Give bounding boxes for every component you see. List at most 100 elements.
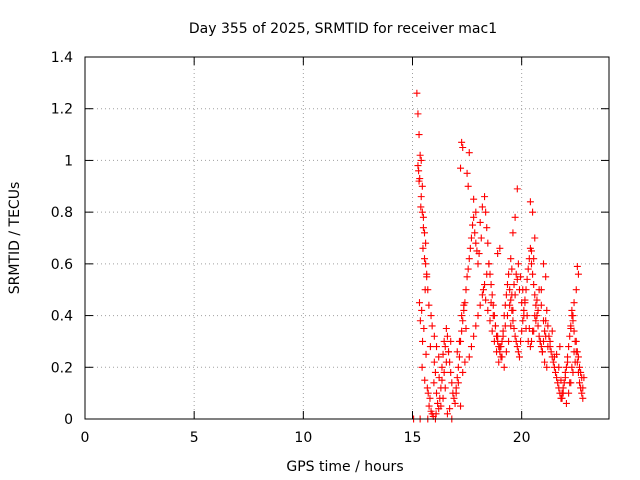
data-point	[483, 270, 491, 278]
data-point	[467, 343, 475, 351]
data-point	[430, 379, 438, 387]
data-point	[555, 363, 563, 371]
data-point	[502, 348, 510, 356]
data-point	[567, 379, 575, 387]
y-tick-labels: 0 0.2 0.4 0.6 0.8 1 1.2 1.4	[51, 50, 73, 428]
data-point	[507, 255, 515, 263]
data-point	[457, 402, 465, 410]
data-point	[463, 169, 471, 177]
data-point	[421, 376, 429, 384]
data-point	[526, 198, 534, 206]
data-point	[481, 281, 489, 289]
data-point	[474, 260, 482, 268]
data-point	[511, 213, 519, 221]
data-point	[527, 247, 535, 255]
data-point	[510, 281, 518, 289]
data-point	[425, 402, 433, 410]
data-point	[447, 337, 455, 345]
data-point	[572, 337, 580, 345]
data-point	[573, 262, 581, 270]
y-tick-label: 0.2	[51, 360, 73, 376]
data-point	[478, 291, 486, 299]
data-point	[417, 203, 425, 211]
axis-ticks	[84, 56, 609, 420]
data-point	[488, 327, 496, 335]
data-point	[505, 270, 513, 278]
data-point	[574, 270, 582, 278]
data-point	[424, 286, 432, 294]
data-point	[531, 291, 539, 299]
data-point	[417, 156, 425, 164]
y-tick-label: 0.4	[51, 309, 73, 325]
data-point	[440, 337, 448, 345]
data-point	[519, 317, 527, 325]
y-tick-label: 1	[64, 153, 73, 169]
data-point	[523, 275, 531, 283]
data-point	[529, 270, 537, 278]
data-point	[423, 270, 431, 278]
data-point	[416, 151, 424, 159]
data-point	[508, 291, 516, 299]
data-point	[419, 244, 427, 252]
data-point	[465, 353, 473, 361]
data-point	[458, 138, 466, 146]
data-point	[507, 296, 515, 304]
data-point	[430, 358, 438, 366]
data-point	[518, 327, 526, 335]
data-point	[496, 244, 504, 252]
data-point	[413, 89, 421, 97]
data-point	[414, 162, 422, 170]
data-point	[455, 337, 463, 345]
data-point	[471, 229, 479, 237]
data-point	[514, 260, 522, 268]
data-point	[466, 244, 474, 252]
data-point	[573, 348, 581, 356]
data-point	[576, 363, 584, 371]
data-point	[509, 229, 517, 237]
data-point	[475, 250, 483, 258]
data-point	[505, 337, 513, 345]
data-point	[479, 286, 487, 294]
data-point	[579, 384, 587, 392]
data-point	[462, 325, 470, 332]
data-point	[535, 286, 543, 294]
data-point	[534, 306, 542, 314]
data-point	[421, 255, 429, 263]
data-point	[419, 213, 427, 221]
data-point	[462, 286, 470, 294]
data-point	[483, 224, 491, 232]
data-point	[465, 255, 473, 263]
data-point	[454, 379, 462, 387]
data-point	[459, 317, 467, 325]
plot-frame	[84, 56, 610, 420]
data-point	[541, 327, 549, 335]
data-point	[459, 144, 467, 151]
data-point	[567, 325, 575, 332]
data-point	[438, 363, 446, 371]
data-point	[578, 389, 586, 397]
data-point	[523, 312, 531, 320]
data-point	[452, 389, 460, 397]
data-point	[553, 374, 561, 382]
data-point	[488, 291, 496, 299]
x-tick-label: 5	[190, 430, 199, 446]
data-point	[538, 348, 546, 356]
x-tick-label: 10	[294, 430, 312, 446]
data-point	[472, 239, 480, 247]
data-point	[537, 301, 545, 309]
data-point	[497, 343, 505, 351]
data-point	[543, 306, 551, 314]
data-point	[530, 255, 538, 263]
data-point	[439, 394, 447, 402]
data-point	[461, 358, 469, 366]
grid-lines	[85, 57, 609, 419]
data-point	[540, 260, 547, 268]
data-point	[530, 327, 538, 335]
data-point	[421, 229, 429, 237]
data-point	[415, 177, 423, 185]
data-point	[465, 149, 473, 157]
data-point	[544, 343, 552, 351]
y-tick-label: 0	[64, 412, 73, 428]
data-point	[463, 273, 471, 281]
data-point	[422, 239, 430, 247]
